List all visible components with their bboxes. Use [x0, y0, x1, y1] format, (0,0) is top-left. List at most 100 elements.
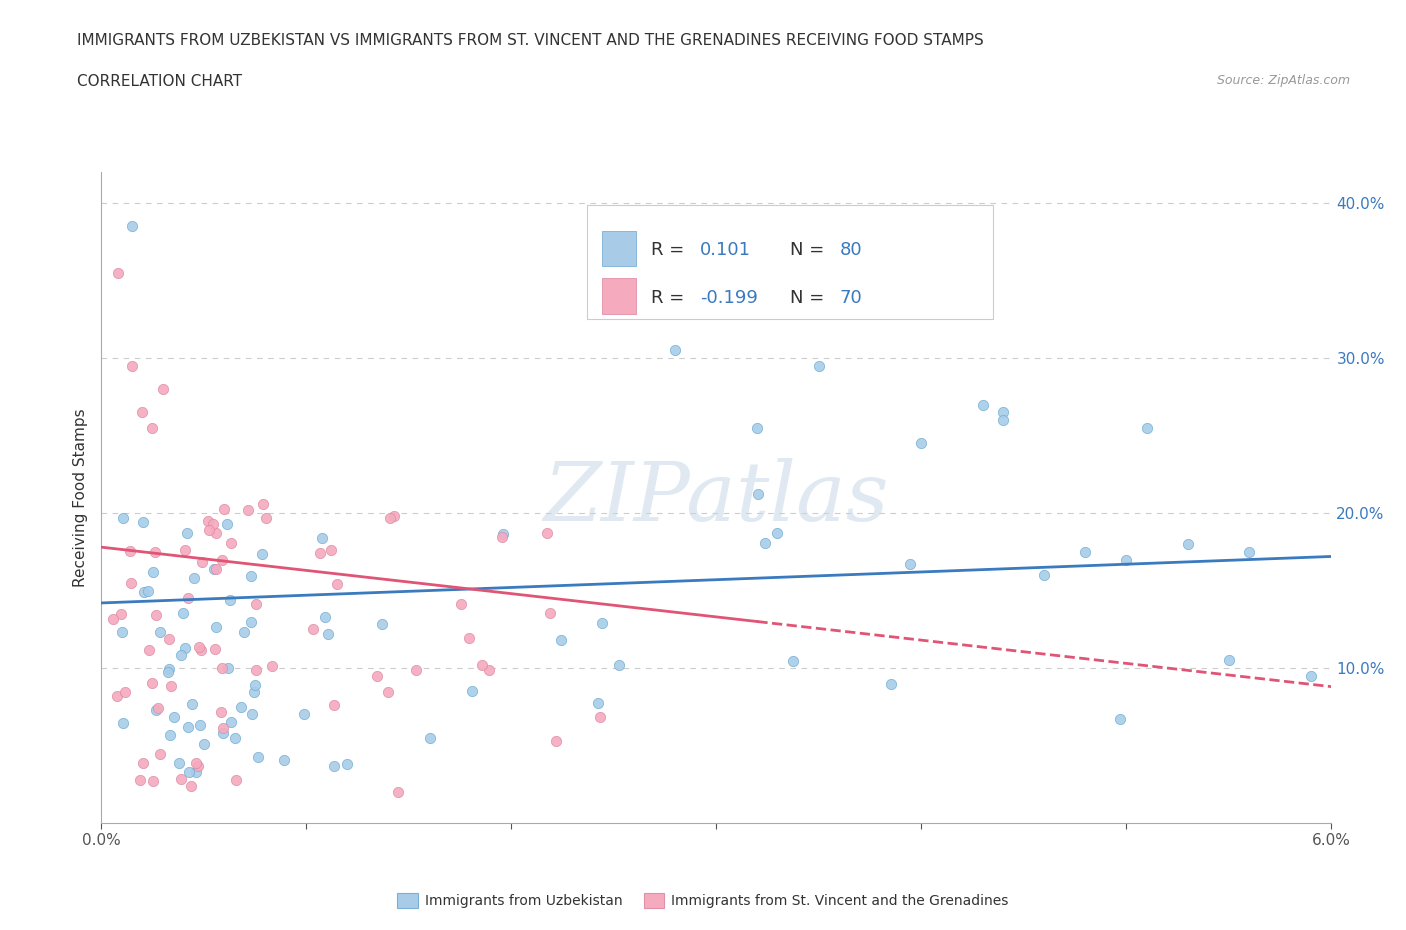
- Point: [405, 663, 427, 678]
- Text: R =: R =: [651, 241, 690, 259]
- Point: [243, 678, 266, 693]
- Point: [136, 584, 159, 599]
- FancyBboxPatch shape: [588, 205, 993, 319]
- Point: [142, 565, 165, 579]
- Point: [536, 525, 558, 540]
- Point: [972, 397, 994, 412]
- Point: [121, 219, 143, 233]
- Point: [336, 757, 359, 772]
- Point: [607, 658, 630, 672]
- Point: [458, 631, 481, 646]
- Point: [114, 684, 136, 699]
- Point: [880, 677, 903, 692]
- Point: [782, 654, 804, 669]
- Text: 70: 70: [839, 289, 862, 307]
- Point: [157, 661, 180, 676]
- Point: [807, 358, 830, 373]
- Point: [190, 643, 212, 658]
- Point: [325, 577, 347, 591]
- Point: [105, 688, 128, 703]
- Point: [387, 784, 409, 799]
- Text: R =: R =: [651, 289, 690, 307]
- Point: [588, 696, 610, 711]
- Point: [174, 543, 197, 558]
- Point: [211, 705, 233, 720]
- Point: [141, 420, 163, 435]
- Point: [471, 658, 494, 672]
- Point: [273, 752, 295, 767]
- Point: [221, 715, 243, 730]
- Point: [172, 605, 194, 620]
- Point: [1115, 552, 1137, 567]
- Point: [461, 684, 484, 698]
- Text: ZIPatlas: ZIPatlas: [544, 458, 889, 538]
- Point: [382, 509, 405, 524]
- Point: [1239, 544, 1261, 559]
- Point: [181, 697, 204, 711]
- Point: [187, 759, 209, 774]
- Point: [190, 554, 212, 569]
- Point: [157, 631, 180, 646]
- Point: [366, 669, 388, 684]
- Point: [160, 679, 183, 694]
- Text: -0.199: -0.199: [700, 289, 758, 307]
- Point: [309, 546, 332, 561]
- Point: [225, 772, 247, 787]
- Point: [254, 511, 277, 525]
- Text: CORRELATION CHART: CORRELATION CHART: [77, 74, 242, 89]
- Point: [177, 719, 200, 734]
- Point: [202, 562, 225, 577]
- Point: [378, 511, 401, 525]
- Point: [316, 626, 339, 641]
- Point: [250, 547, 273, 562]
- Point: [212, 721, 235, 736]
- Point: [143, 545, 166, 560]
- Point: [492, 527, 515, 542]
- Point: [162, 710, 184, 724]
- Point: [107, 265, 129, 280]
- Point: [898, 557, 921, 572]
- Point: [180, 778, 202, 793]
- Point: [141, 676, 163, 691]
- Point: [211, 660, 233, 675]
- Point: [177, 764, 200, 779]
- Point: [260, 658, 283, 673]
- Point: [491, 529, 513, 544]
- Point: [377, 684, 399, 699]
- Point: [450, 596, 472, 611]
- Point: [188, 717, 211, 732]
- Point: [1218, 653, 1240, 668]
- Point: [219, 536, 242, 551]
- Point: [145, 703, 167, 718]
- Point: [177, 591, 200, 605]
- Point: [544, 734, 567, 749]
- Point: [323, 759, 346, 774]
- Point: [240, 614, 263, 629]
- Point: [1136, 420, 1159, 435]
- Point: [176, 525, 198, 540]
- Point: [245, 596, 267, 611]
- Point: [202, 517, 225, 532]
- Point: [252, 497, 274, 512]
- Point: [302, 621, 325, 636]
- Point: [314, 609, 336, 624]
- Point: [188, 640, 211, 655]
- FancyBboxPatch shape: [602, 231, 637, 267]
- Point: [184, 765, 207, 780]
- Text: 0.101: 0.101: [700, 241, 751, 259]
- Point: [149, 625, 172, 640]
- Point: [120, 544, 142, 559]
- Legend: Immigrants from Uzbekistan, Immigrants from St. Vincent and the Grenadines: Immigrants from Uzbekistan, Immigrants f…: [392, 888, 1014, 914]
- Text: 80: 80: [839, 241, 862, 259]
- Point: [120, 575, 142, 590]
- Text: N =: N =: [790, 241, 830, 259]
- Point: [245, 662, 267, 677]
- Point: [101, 611, 124, 626]
- Point: [205, 562, 228, 577]
- Point: [183, 570, 205, 585]
- Point: [132, 756, 155, 771]
- Point: [233, 625, 256, 640]
- Point: [197, 513, 219, 528]
- Point: [214, 502, 236, 517]
- Text: IMMIGRANTS FROM UZBEKISTAN VS IMMIGRANTS FROM ST. VINCENT AND THE GRENADINES REC: IMMIGRANTS FROM UZBEKISTAN VS IMMIGRANTS…: [77, 33, 984, 47]
